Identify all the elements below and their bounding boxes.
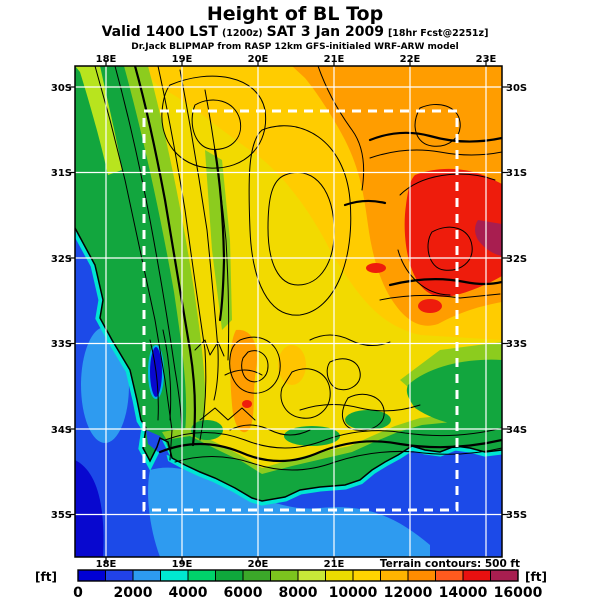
svg-text:20E: 20E <box>248 559 269 570</box>
svg-text:2000: 2000 <box>114 585 153 600</box>
ocean-light-patch <box>148 467 430 557</box>
svg-text:30S: 30S <box>51 83 72 94</box>
colorbar-cell <box>407 569 436 582</box>
svg-text:31S: 31S <box>506 168 527 179</box>
svg-text:33S: 33S <box>51 339 72 350</box>
zone-escarpment-yellowgreen <box>205 150 232 330</box>
colorbar-cell <box>132 569 161 582</box>
terrain-contours <box>94 66 502 471</box>
zone-right-green <box>406 359 502 430</box>
svg-text:21E: 21E <box>324 54 345 65</box>
colorbar-cell <box>242 569 271 582</box>
bottom-axis-labels: 18E 19E 20E 21E Terrain contours: 500 ft <box>96 558 520 570</box>
svg-text:19E: 19E <box>172 54 193 65</box>
map-frame <box>74 65 503 558</box>
valid-line: Valid 1400 LST (1200z) SAT 3 Jan 2009 [18hr… <box>102 24 489 40</box>
svg-text:10000: 10000 <box>329 585 378 600</box>
colorbar-cell <box>325 569 354 582</box>
svg-text:23E: 23E <box>476 54 497 65</box>
map-field <box>75 66 502 557</box>
colorbar-border <box>77 569 519 582</box>
svg-text:22E: 22E <box>400 54 421 65</box>
svg-text:8000: 8000 <box>279 585 318 600</box>
colorbar-unit-right: [ft] <box>525 570 547 584</box>
ocean-deep-patch <box>75 460 104 557</box>
svg-text:4000: 4000 <box>169 585 208 600</box>
svg-text:35S: 35S <box>506 510 527 521</box>
svg-text:35S: 35S <box>51 510 72 521</box>
colorbar-cell <box>297 569 326 582</box>
inner-domain-outline <box>142 109 459 512</box>
svg-text:32S: 32S <box>51 254 72 265</box>
header: Height of BL Top Valid 1400 LST (1200z) SA… <box>102 3 489 52</box>
graticule <box>75 66 502 557</box>
colorbar-cell <box>105 569 134 582</box>
axis-ticks <box>69 60 508 563</box>
colorbar-cell <box>380 569 409 582</box>
zone-crimson-core <box>475 220 502 256</box>
svg-text:0: 0 <box>73 585 83 600</box>
svg-text:33S: 33S <box>506 339 527 350</box>
colorbar-unit-left: [ft] <box>35 570 57 584</box>
colorbar-cell <box>187 569 216 582</box>
svg-text:6000: 6000 <box>224 585 263 600</box>
svg-text:32S: 32S <box>506 254 527 265</box>
colorbar-cell <box>435 569 464 582</box>
svg-text:31S: 31S <box>51 168 72 179</box>
colorbar-cells <box>77 569 519 582</box>
colorbar-cell <box>490 569 519 582</box>
terrain-note: Terrain contours: 500 ft <box>380 558 520 570</box>
model-line: Dr.Jack BLIPMAP from RASP 12km GFS-initi… <box>131 42 458 52</box>
colorbar: [ft] [ft] 0 2000 4000 6000 8000 10000 12… <box>35 569 547 600</box>
mountain-red-spot <box>242 400 252 408</box>
svg-text:19E: 19E <box>172 559 193 570</box>
top-axis-labels: 18E 19E 20E 21E 22E 23E <box>96 54 497 65</box>
svg-text:30S: 30S <box>506 83 527 94</box>
red-spot <box>366 263 386 273</box>
svg-text:16000: 16000 <box>494 585 543 600</box>
mountain-gold-patch <box>278 345 306 385</box>
zone-corner-lime <box>75 66 122 175</box>
svg-text:34S: 34S <box>51 425 72 436</box>
colorbar-tick-labels: 0 2000 4000 6000 8000 10000 12000 14000 … <box>73 585 542 600</box>
svg-text:20E: 20E <box>248 54 269 65</box>
mountain-green-patch <box>284 426 340 446</box>
svg-text:18E: 18E <box>96 559 117 570</box>
colorbar-cell <box>160 569 189 582</box>
red-spot <box>418 299 442 313</box>
mountain-green-patch <box>191 420 223 440</box>
colorbar-cell <box>462 569 491 582</box>
svg-text:21E: 21E <box>324 559 345 570</box>
svg-text:12000: 12000 <box>384 585 433 600</box>
svg-text:34S: 34S <box>506 425 527 436</box>
svg-text:14000: 14000 <box>439 585 488 600</box>
left-axis-labels: 30S 31S 32S 33S 34S 35S <box>51 83 72 521</box>
mountain-green-patch <box>345 410 391 430</box>
svg-text:18E: 18E <box>96 54 117 65</box>
colorbar-cell <box>215 569 244 582</box>
right-axis-labels: 30S 31S 32S 33S 34S 35S <box>506 83 527 521</box>
colorbar-cell <box>77 569 106 582</box>
page-title: Height of BL Top <box>207 3 383 25</box>
colorbar-cell <box>352 569 381 582</box>
zone-red-max <box>404 168 502 297</box>
colorbar-cell <box>270 569 299 582</box>
